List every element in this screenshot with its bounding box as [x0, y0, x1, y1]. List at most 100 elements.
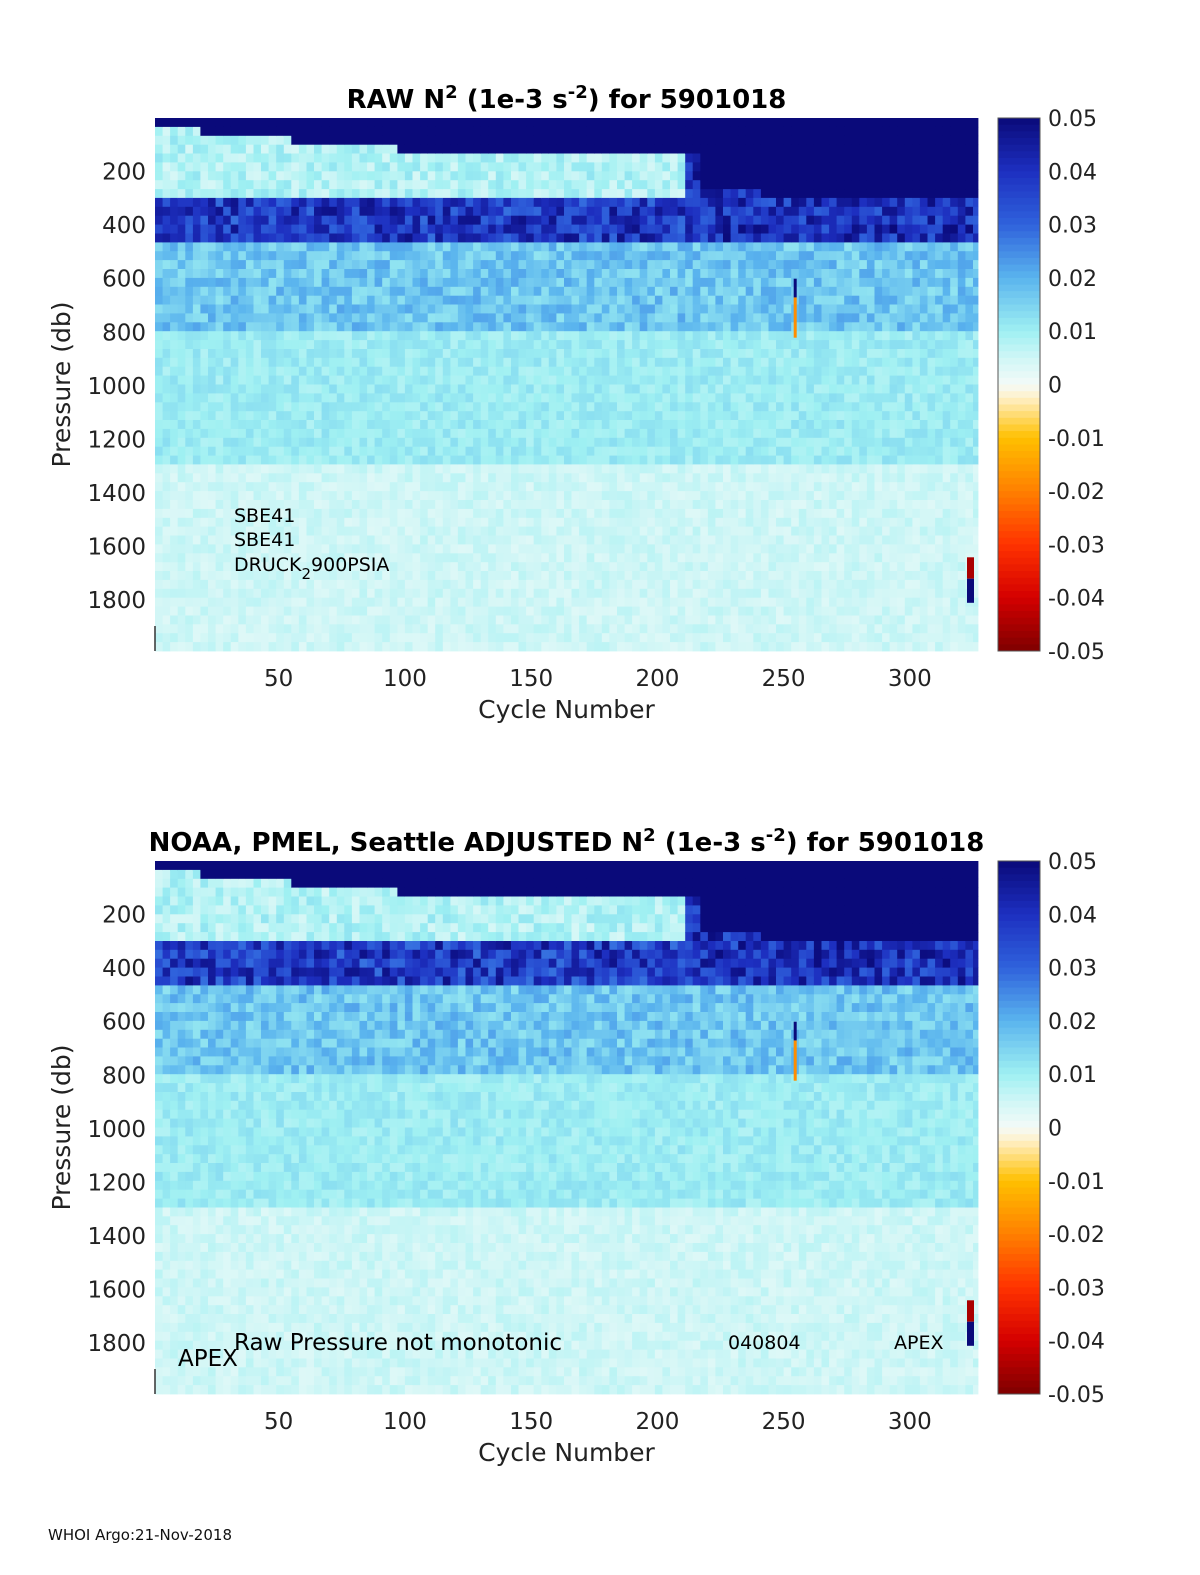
heatmap-cell — [397, 366, 406, 376]
heatmap-cell — [707, 571, 716, 581]
heatmap-cell — [457, 571, 466, 581]
heatmap-cell — [632, 482, 641, 492]
heatmap-cell — [155, 366, 163, 376]
heatmap-cell — [480, 633, 489, 643]
heatmap-cell — [564, 535, 572, 545]
heatmap-cell — [601, 349, 610, 359]
heatmap-cell — [685, 597, 694, 607]
heatmap-cell — [533, 571, 542, 581]
heatmap-cell — [321, 624, 330, 634]
heatmap-cell — [177, 269, 186, 279]
heatmap-cell — [692, 295, 701, 305]
heatmap-cell — [367, 571, 376, 581]
heatmap-cell — [480, 375, 489, 385]
heatmap-cell — [730, 473, 739, 483]
heatmap-cell — [306, 579, 315, 590]
heatmap-cell — [442, 260, 451, 270]
heatmap-cell — [488, 366, 497, 376]
heatmap-cell — [435, 402, 444, 412]
heatmap-cell — [283, 171, 292, 181]
heatmap-cell — [283, 526, 292, 536]
heatmap-cell — [382, 331, 391, 341]
heatmap-cell — [351, 286, 360, 297]
heatmap-cell — [654, 597, 663, 607]
heatmap-cell — [488, 215, 497, 225]
heatmap-cell — [314, 624, 322, 634]
heatmap-cell — [223, 420, 232, 430]
heatmap-cell — [374, 197, 383, 208]
heatmap-cell — [306, 295, 315, 305]
heatmap-cell — [480, 508, 489, 519]
heatmap-cell — [155, 251, 163, 261]
heatmap-cell — [170, 197, 179, 208]
heatmap-cell — [397, 420, 406, 430]
heatmap-cell — [639, 269, 648, 279]
heatmap-cell — [533, 402, 542, 412]
heatmap-cell — [707, 553, 716, 563]
heatmap-cell — [662, 340, 671, 350]
heatmap-cell — [276, 242, 285, 252]
heatmap-cell — [291, 464, 300, 474]
heatmap-cell — [177, 633, 186, 643]
heatmap-cell — [571, 251, 580, 261]
heatmap-cell — [177, 464, 186, 474]
heatmap-cell — [723, 624, 731, 634]
heatmap-cell — [730, 455, 739, 465]
heatmap-cell — [760, 126, 769, 137]
heatmap-cell — [208, 624, 216, 634]
heatmap-cell — [776, 411, 784, 421]
heatmap-cell — [564, 428, 572, 439]
heatmap-cell — [601, 357, 610, 368]
heatmap-cell — [268, 491, 277, 501]
heatmap-cell — [564, 411, 572, 421]
heatmap-cell — [435, 153, 444, 163]
heatmap-cell — [753, 286, 762, 297]
heatmap-cell — [291, 437, 300, 448]
heatmap-cell — [662, 455, 671, 465]
heatmap-cell — [359, 437, 368, 448]
heatmap-cell — [738, 633, 747, 643]
heatmap-cell — [329, 597, 338, 607]
heatmap-cell — [397, 286, 406, 297]
heatmap-cell — [617, 331, 625, 341]
heatmap-cell — [480, 642, 489, 652]
heatmap-cell — [397, 340, 406, 350]
heatmap-cell — [291, 144, 300, 154]
heatmap-cell — [230, 633, 239, 643]
heatmap-cell — [208, 464, 216, 474]
heatmap-cell — [450, 251, 459, 261]
heatmap-cell — [336, 135, 345, 146]
heatmap-cell — [442, 313, 451, 323]
heatmap-cell — [783, 135, 792, 146]
heatmap-cell — [412, 393, 421, 403]
heatmap-cell — [776, 277, 784, 288]
heatmap-cell — [442, 206, 451, 217]
heatmap-cell — [692, 562, 701, 572]
heatmap-cell — [533, 357, 542, 368]
heatmap-cell — [435, 535, 444, 545]
heatmap-cell — [601, 269, 610, 279]
heatmap-cell — [511, 349, 519, 359]
heatmap-cell — [700, 295, 709, 305]
heatmap-cell — [488, 446, 497, 456]
heatmap-cell — [268, 197, 277, 208]
heatmap-cell — [268, 215, 277, 225]
heatmap-cell — [215, 304, 224, 314]
heatmap-cell — [223, 535, 232, 545]
heatmap-cell — [321, 544, 330, 554]
heatmap-cell — [677, 402, 686, 412]
heatmap-cell — [617, 260, 625, 270]
heatmap-cell — [609, 571, 618, 581]
heatmap-cell — [336, 295, 345, 305]
heatmap-cell — [420, 322, 429, 332]
heatmap-cell — [192, 473, 201, 483]
heatmap-cell — [480, 153, 489, 163]
heatmap-cell — [367, 411, 376, 421]
heatmap-cell — [473, 162, 482, 172]
heatmap-cell — [745, 224, 754, 234]
heatmap-cell — [480, 393, 489, 403]
heatmap-cell — [420, 331, 429, 341]
heatmap-cell — [511, 473, 519, 483]
heatmap-cell — [707, 375, 716, 385]
heatmap-cell — [351, 500, 360, 510]
